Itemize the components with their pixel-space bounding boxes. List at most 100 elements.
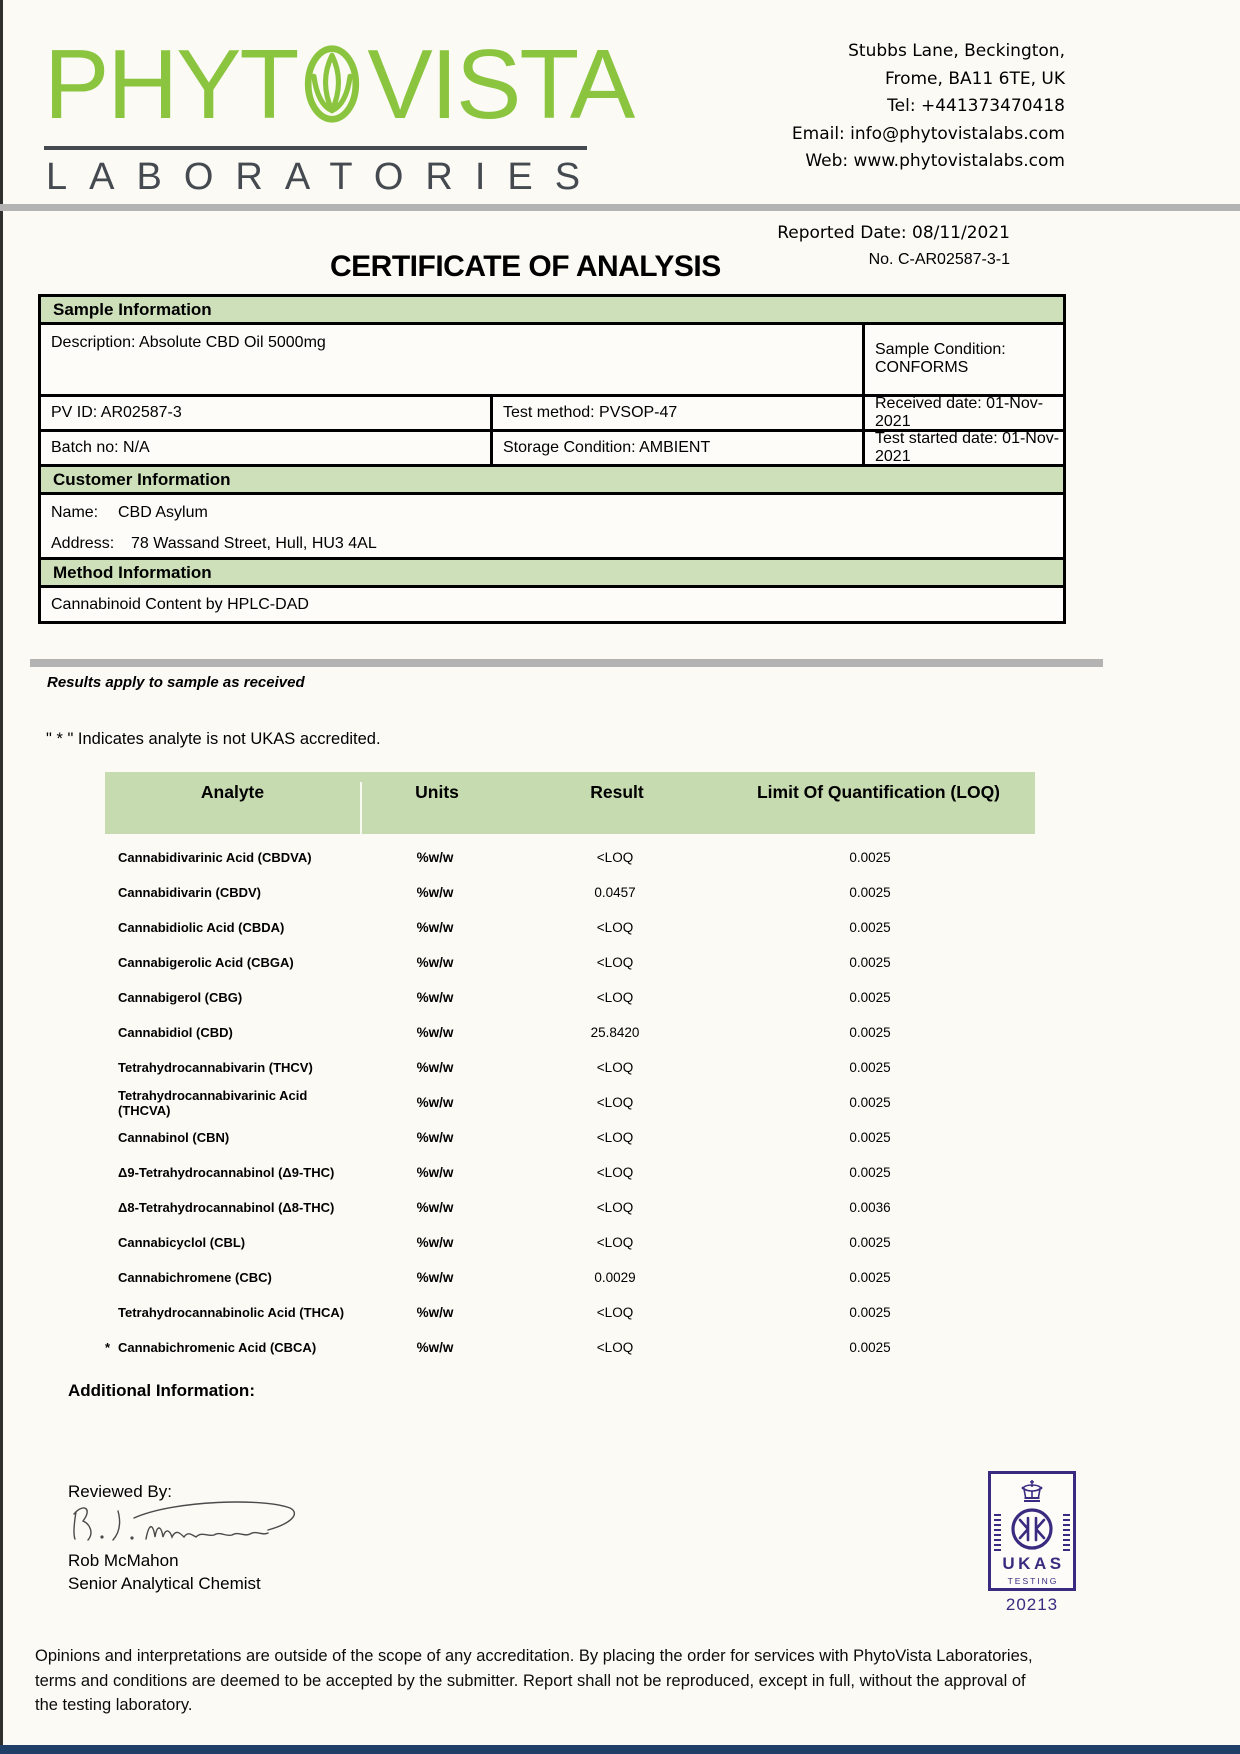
analyte-name: Cannabichromene (CBC) [118, 1270, 272, 1285]
ukas-double-k-icon [1011, 1508, 1053, 1550]
table-row: Cannabichromene (CBC) %w/w 0.0029 0.0025 [105, 1260, 1035, 1295]
contact-line: Web: www.phytovistalabs.com [805, 151, 1065, 171]
ukas-left-ticks [994, 1514, 1001, 1552]
analyte-result: <LOQ [596, 1165, 634, 1180]
table-row: Tetrahydrocannabivarin (THCV) %w/w <LOQ … [105, 1050, 1035, 1085]
analyte-units: %w/w [416, 1025, 454, 1040]
analyte-loq: 0.0025 [849, 1060, 891, 1075]
analyte-units: %w/w [416, 1340, 454, 1355]
analyte-loq: 0.0025 [849, 1235, 891, 1250]
analyte-name: Cannabigerol (CBG) [118, 990, 243, 1005]
analyte-units: %w/w [416, 1060, 454, 1075]
table-row: Cannabidiolic Acid (CBDA) %w/w <LOQ 0.00… [105, 910, 1035, 945]
contact-line: Frome, BA11 6TE, UK [884, 68, 1065, 89]
analyte-units: %w/w [416, 850, 454, 865]
analyte-result: <LOQ [596, 955, 634, 970]
table-row: Cannabinol (CBN) %w/w <LOQ 0.0025 [105, 1120, 1035, 1155]
analyte-loq: 0.0025 [849, 1095, 891, 1110]
table-row: Cannabidivarinic Acid (CBDVA) %w/w <LOQ … [105, 840, 1035, 875]
reviewed-by-label: Reviewed By: [68, 1482, 172, 1501]
analyte-loq: 0.0025 [849, 1165, 891, 1180]
received-date: Received date: 01-Nov-2021 [875, 395, 1044, 430]
additional-information-label: Additional Information: [68, 1381, 255, 1400]
logo-subtitle: LABORATORIES [46, 156, 603, 198]
analyte-result: <LOQ [596, 1340, 634, 1355]
analyte-name: Cannabidivarinic Acid (CBDVA) [118, 850, 312, 865]
test-started-date: Test started date: 01-Nov-2021 [875, 430, 1060, 465]
test-method: Test method: PVSOP-47 [493, 397, 865, 429]
analyte-units: %w/w [416, 920, 454, 935]
analyte-result: <LOQ [596, 1235, 634, 1250]
contact-line: Stubbs Lane, Beckington, [848, 41, 1065, 61]
sample-description-row: Description: Absolute CBD Oil 5000mg Sam… [38, 322, 1066, 397]
analyte-result: 25.8420 [590, 1025, 640, 1040]
analyte-result: <LOQ [596, 1130, 634, 1145]
analyte-loq: 0.0025 [849, 1340, 891, 1355]
table-row: Cannabidivarin (CBDV) %w/w 0.0457 0.0025 [105, 875, 1035, 910]
ukas-right-ticks [1063, 1514, 1070, 1552]
results-apply-note: Results apply to sample as received [47, 674, 305, 691]
customer-name-label: Name: [51, 504, 99, 521]
analyte-units: %w/w [416, 1165, 454, 1180]
logo-wordmark: PHYT VISTA [44, 29, 635, 139]
header-separator-rule [0, 204, 1240, 211]
page-bottom-bar [0, 1745, 1240, 1754]
analyte-name: Cannabicyclol (CBL) [118, 1235, 246, 1250]
results-table-rows: Cannabidivarinic Acid (CBDVA) %w/w <LOQ … [105, 840, 1035, 1365]
analyte-units: %w/w [416, 955, 454, 970]
results-table-header: Analyte Units Result Limit Of Quantifica… [105, 772, 1035, 834]
customer-address-line: Address: 78 Wassand Street, Hull, HU3 4AL [41, 522, 1063, 553]
analyte-name: Cannabidiol (CBD) [118, 1025, 233, 1040]
analyte-loq: 0.0036 [849, 1200, 891, 1215]
page-title: CERTIFICATE OF ANALYSIS [330, 250, 721, 283]
logo-text-start: PHYT [44, 29, 299, 139]
body-separator-rule [30, 659, 1103, 667]
ukas-org-name: UKAS [1002, 1554, 1065, 1573]
analyte-result: <LOQ [596, 1305, 634, 1320]
reviewer-role: Senior Analytical Chemist [68, 1574, 261, 1593]
ukas-accreditation-number: 20213 [1005, 1595, 1059, 1614]
analyte-result: <LOQ [596, 1095, 634, 1110]
analyte-name: Cannabinol (CBN) [118, 1130, 230, 1145]
analyte-loq: 0.0025 [849, 955, 891, 970]
table-row: Cannabigerolic Acid (CBGA) %w/w <LOQ 0.0… [105, 945, 1035, 980]
analyte-result: <LOQ [596, 1060, 634, 1075]
analyte-loq: 0.0025 [849, 850, 891, 865]
analyte-units: %w/w [416, 1305, 454, 1320]
leaf-in-o-icon [305, 45, 360, 123]
column-header-analyte: Analyte [105, 782, 362, 834]
contact-line: Email: info@phytovistalabs.com [791, 123, 1065, 144]
analyte-units: %w/w [416, 1235, 454, 1250]
certificate-number: No. C-AR02587-3-1 [868, 251, 1010, 268]
analyte-loq: 0.0025 [849, 920, 891, 935]
storage-condition: Storage Condition: AMBIENT [493, 432, 865, 464]
logo-text-end: VISTA [367, 29, 635, 139]
pv-id: PV ID: AR02587-3 [41, 397, 493, 429]
row-flag: * [105, 1340, 111, 1355]
disclaimer-line: the testing laboratory. [35, 1696, 193, 1714]
ukas-category: TESTING [1007, 1576, 1059, 1586]
table-row: Δ8-Tetrahydrocannabinol (Δ8-THC) %w/w <L… [105, 1190, 1035, 1225]
reported-date: Reported Date: 08/11/2021 [777, 223, 1010, 243]
reviewer-name: Rob McMahon [68, 1551, 179, 1570]
analyte-name: Cannabichromenic Acid (CBCA) [118, 1340, 317, 1355]
analyte-units: %w/w [416, 1130, 454, 1145]
customer-address-value: 78 Wassand Street, Hull, HU3 4AL [131, 535, 377, 552]
analyte-result: 0.0029 [594, 1270, 636, 1285]
section-header-customer-information: Customer Information [38, 464, 1066, 495]
table-row: Tetrahydrocannabivarinic Acid (THCVA) %w… [105, 1085, 1035, 1120]
sample-ids-row: PV ID: AR02587-3 Test method: PVSOP-47 R… [38, 394, 1066, 432]
sample-batch-row: Batch no: N/A Storage Condition: AMBIENT… [38, 429, 1066, 467]
customer-address-label: Address: [51, 535, 115, 552]
sample-condition: Sample Condition: CONFORMS [875, 341, 1006, 376]
column-header-result: Result [590, 782, 644, 802]
reviewer-signature [73, 1501, 295, 1541]
analyte-name: Tetrahydrocannabivarin (THCV) [118, 1060, 313, 1075]
customer-details-cell: Name: CBD Asylum Address: 78 Wassand Stree… [38, 492, 1066, 560]
analyte-loq: 0.0025 [849, 1270, 891, 1285]
logo-divider-line [44, 146, 587, 150]
analyte-units: %w/w [416, 885, 454, 900]
footer-disclaimer: Opinions and interpretations are outside… [35, 1644, 1130, 1718]
sample-description: Description: Absolute CBD Oil 5000mg [41, 325, 865, 394]
